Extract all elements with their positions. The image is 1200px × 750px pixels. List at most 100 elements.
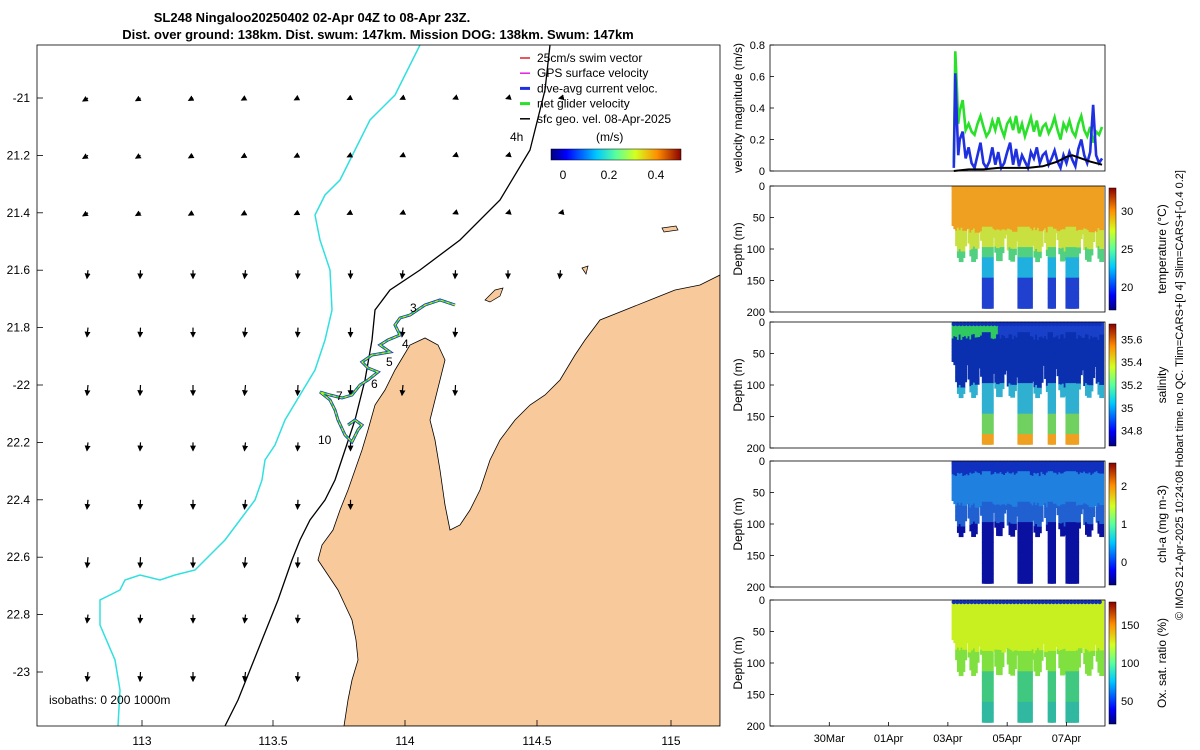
section-cell: [1099, 662, 1105, 670]
surface-sample-dot: [1079, 460, 1085, 466]
geo-velocity-arrow: [399, 151, 407, 158]
section-cell: [972, 660, 978, 668]
surface-sample-dot: [1051, 185, 1056, 191]
surface-sample-dot: [1079, 321, 1085, 327]
geo-velocity-arrow: [84, 442, 91, 452]
section-cell: [1074, 532, 1080, 543]
day-label: 3: [410, 301, 417, 315]
surface-sample-dot: [987, 185, 992, 191]
surface-sample-dot: [1051, 321, 1056, 327]
section-cell: [1051, 562, 1057, 574]
section-cell: [988, 671, 994, 682]
colorbar-label: salinity: [1155, 367, 1169, 404]
surface-sample-dot: [1040, 321, 1045, 327]
surface-sample-dot: [990, 321, 996, 327]
surface-sample-dot: [1019, 185, 1024, 191]
section-cell: [1090, 227, 1096, 233]
section-y-tick-label: 50: [753, 488, 765, 500]
section-cell: [1028, 247, 1033, 258]
geo-velocity-arrow: [399, 270, 406, 280]
section-cell: [1099, 384, 1105, 392]
section-cell: [1099, 372, 1105, 380]
legend-label: dive-avg current veloc.: [537, 81, 658, 95]
surface-sample-dot: [1097, 185, 1102, 191]
surface-sample-dot: [965, 321, 971, 327]
section-cell: [1090, 650, 1096, 657]
section-cell: [1074, 671, 1080, 682]
section-cell: [988, 257, 994, 268]
section-cell: [1099, 606, 1105, 614]
surface-sample-dot: [1022, 321, 1028, 327]
section-cell: [988, 372, 994, 384]
section-cell: [976, 364, 982, 369]
section-cell: [988, 552, 994, 564]
section-cell: [1013, 236, 1019, 242]
section-cell: [972, 521, 978, 529]
speed-colorbar-tick: 0: [560, 168, 567, 182]
geo-velocity-arrow: [294, 384, 301, 397]
section-cell: [1001, 229, 1007, 235]
section-cell: [1099, 637, 1105, 645]
geo-velocity-arrow: [134, 95, 142, 102]
section-cell: [1028, 423, 1033, 435]
surface-sample-dot: [1097, 460, 1102, 466]
surface-sample-dot: [1090, 599, 1095, 605]
section-cell: [1028, 413, 1033, 425]
section-cell: [962, 654, 968, 661]
section-cell: [1040, 225, 1046, 230]
geo-velocity-arrow: [452, 270, 459, 280]
section-cell: [999, 371, 1005, 379]
section-cell: [1077, 504, 1083, 510]
geo-velocity-arrow: [242, 327, 249, 338]
surface-sample-dot: [1008, 185, 1013, 191]
section-cell: [1028, 393, 1033, 404]
section-cell: [1012, 518, 1017, 525]
section-cell: [1052, 495, 1058, 501]
section-cell: [962, 235, 968, 242]
section-cell: [1051, 552, 1057, 564]
section-cell: [960, 381, 966, 389]
surface-sample-dot: [1026, 185, 1031, 191]
surface-sample-dot: [1083, 185, 1088, 191]
geo-velocity-arrow: [505, 209, 512, 215]
legend-label: GPS surface velocity: [537, 66, 648, 80]
surface-sample-dot: [990, 599, 996, 605]
colorbar-unit: (m/s): [596, 130, 623, 144]
section-cell: [1088, 663, 1094, 670]
velocity-panel: 0 0.2 0.4 0.6 0.8 velocity magnitude (m/s): [731, 40, 1106, 178]
section-cell: [962, 644, 968, 651]
surface-sample-dot: [1033, 321, 1038, 327]
section-cell: [1010, 390, 1016, 398]
section-cell: [1099, 669, 1105, 677]
geo-velocity-arrow: [137, 327, 144, 338]
section-cell: [1052, 360, 1058, 366]
section-cell: [1074, 257, 1080, 268]
surface-sample-dot: [1008, 599, 1013, 605]
surface-sample-dot: [1069, 321, 1074, 327]
surface-sample-dot: [994, 460, 999, 466]
geo-velocity-arrow: [84, 671, 91, 683]
section-cell: [1099, 217, 1105, 225]
surface-sample-dot: [983, 460, 989, 466]
section-cell: [960, 520, 966, 528]
section-cell: [972, 666, 978, 674]
section-cell: [1088, 524, 1094, 531]
section-cell: [964, 500, 969, 505]
colorbar-tick-label: 0: [1121, 557, 1127, 569]
map-panel: 3 4 5 6 7 10 113 113.5 114 114.5 115 -21 21.2…: [7, 44, 721, 748]
surface-sample-dot: [962, 321, 967, 327]
section-cell: [1074, 403, 1080, 415]
section-y-tick-label: 100: [747, 380, 765, 392]
surface-sample-dot: [1036, 460, 1042, 466]
section-cell: [988, 362, 994, 374]
section-cell: [1001, 634, 1007, 640]
geo-velocity-arrow: [294, 557, 301, 569]
section-cell: [974, 232, 980, 239]
surface-sample-dot: [997, 185, 1003, 191]
surface-sample-dot: [1054, 321, 1060, 327]
section-cell: [1074, 691, 1080, 703]
section-colorbar: [1108, 601, 1117, 725]
geo-velocity-arrow: [240, 152, 248, 159]
map-x-tick-label: 114: [395, 734, 414, 748]
